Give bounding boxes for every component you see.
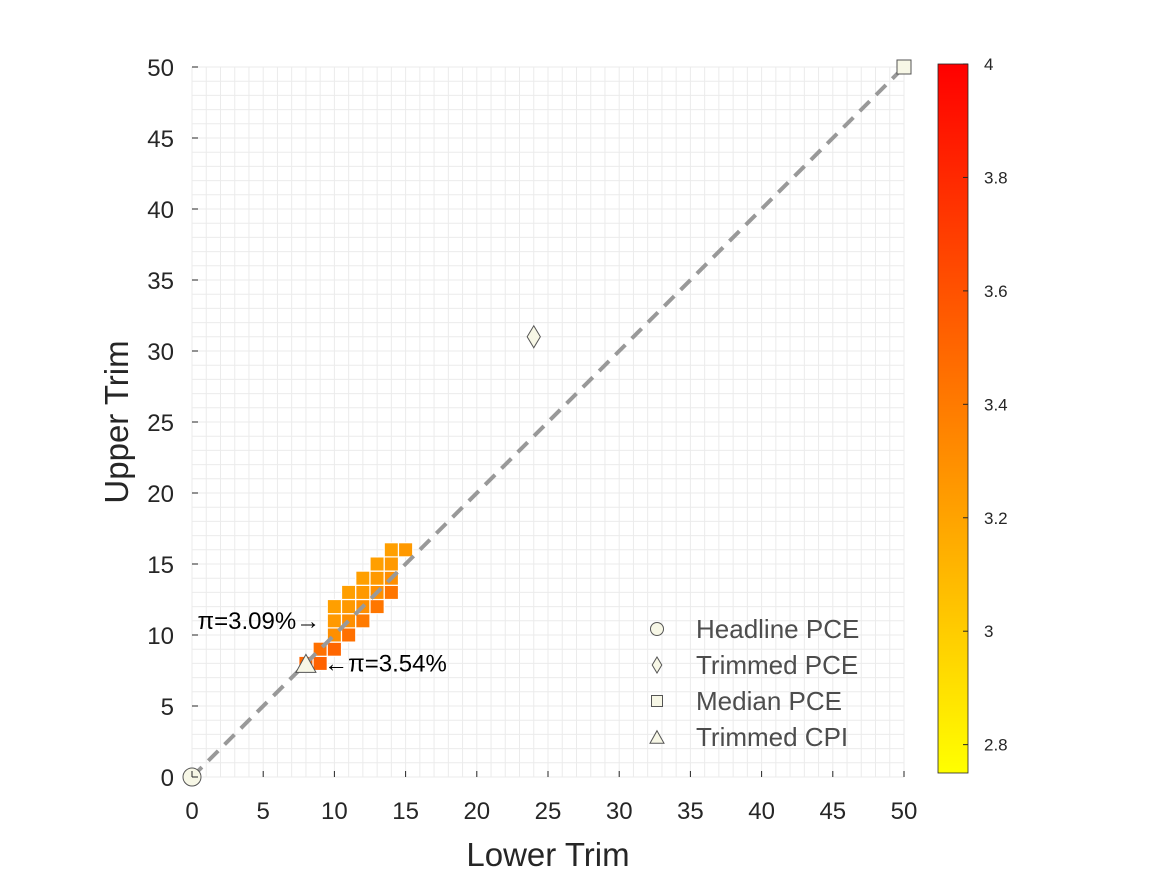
annotations: π=3.09%→←π=3.54% [198,608,447,678]
y-tick-label: 20 [147,481,174,508]
marker-median-pce [896,59,912,75]
x-tick-label: 5 [257,798,270,825]
legend-symbol [651,695,663,707]
x-tick-label: 30 [606,798,633,825]
x-tick-label: 25 [535,798,562,825]
y-tick-label: 40 [147,197,174,224]
colorbar: 2.8 3 3.2 3.4 3.6 3.8 4 [937,55,1008,774]
reference-line-group [190,65,906,779]
x-tick-label: 45 [819,798,846,825]
heatmap-cell [355,584,371,601]
heatmap-cell [397,542,414,558]
heatmap-cell [383,584,400,601]
y-tick-label: 35 [147,268,174,295]
heatmap-cells [298,542,414,672]
y-tick-label: 5 [161,694,174,721]
x-tick-label: 35 [677,798,704,825]
annotation-label: π=3.09%→ [198,608,321,635]
reference-line [190,65,906,779]
x-axis-label: Lower Trim [466,836,629,873]
legend-entry-label: Headline PCE [696,614,859,644]
colorbar-tick-label: 3.4 [984,395,1008,414]
marker-trimmed-pce [526,324,541,349]
heatmap-cell [340,627,357,643]
heatmap-cell [369,598,385,615]
heatmap-cell [355,570,371,586]
colorbar-tick-label: 3.6 [984,282,1008,301]
x-tick-label: 0 [185,798,198,825]
axes: 0 5 10 15 20 25 30 35 40 45 50 0 5 10 15 20 25 30 35 40 45 50… [98,55,917,873]
heatmap-cell [383,556,400,572]
heatmap-cell [369,556,385,572]
y-tick-label: 25 [147,410,174,437]
legend-entry-label: Median PCE [696,686,842,716]
grid [191,66,905,778]
heatmap-cell [340,584,357,601]
heatmap-cell [340,598,357,615]
y-tick-label: 30 [147,339,174,366]
legend-symbol [649,729,665,744]
y-axis-label: Upper Trim [98,340,135,503]
legend-symbol [650,622,664,636]
y-tick-label: 50 [147,55,174,82]
x-tick-label: 50 [891,798,918,825]
colorbar-tick-label: 3.2 [984,509,1008,528]
heatmap-cell [326,598,343,615]
heatmap-cell [355,613,371,629]
legend-entry-label: Trimmed CPI [696,722,848,752]
annotation-label: ←π=3.54% [324,650,447,677]
x-tick-label: 40 [748,798,775,825]
legend-symbol [651,656,663,674]
heatmap-cell [326,613,343,629]
heatmap-cell [369,570,385,586]
colorbar-tick-label: 3 [984,622,993,641]
y-tick-label: 45 [147,126,174,153]
y-tick-label: 15 [147,552,174,579]
colorbar-tick-label: 2.8 [984,736,1008,755]
y-tick-label: 0 [161,765,174,792]
colorbar-tick-label: 4 [984,55,993,74]
colorbar-gradient [937,63,969,774]
legend-entry-label: Trimmed PCE [696,650,858,680]
colorbar-tick-label: 3.8 [984,168,1008,187]
x-tick-label: 20 [463,798,490,825]
x-tick-label: 15 [392,798,419,825]
legend: Headline PCE Trimmed PCE Median PCE Trimmed… [649,614,859,752]
heatmap-cell [383,542,400,558]
marker-trimmed-cpi [295,653,317,673]
x-tick-label: 10 [321,798,348,825]
y-tick-label: 10 [147,623,174,650]
